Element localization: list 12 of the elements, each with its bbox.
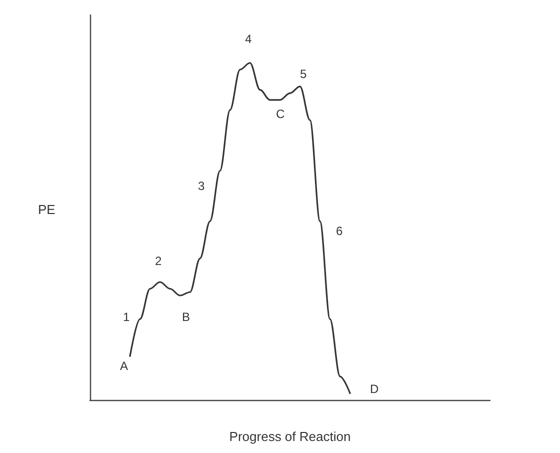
x-axis-title: Progress of Reaction [229, 429, 351, 444]
annotation: C [276, 107, 285, 121]
text: 4 [245, 32, 252, 46]
annotation: 1 [123, 310, 130, 324]
annotation: 3 [198, 179, 205, 193]
annotation: D [370, 382, 379, 396]
annotation: 6 [336, 224, 343, 238]
annotation: 5 [300, 67, 307, 81]
annotation: A [120, 359, 128, 373]
y-axis-title: PE [38, 202, 56, 217]
annotation: 2 [155, 254, 162, 268]
annotation: B [182, 310, 190, 324]
